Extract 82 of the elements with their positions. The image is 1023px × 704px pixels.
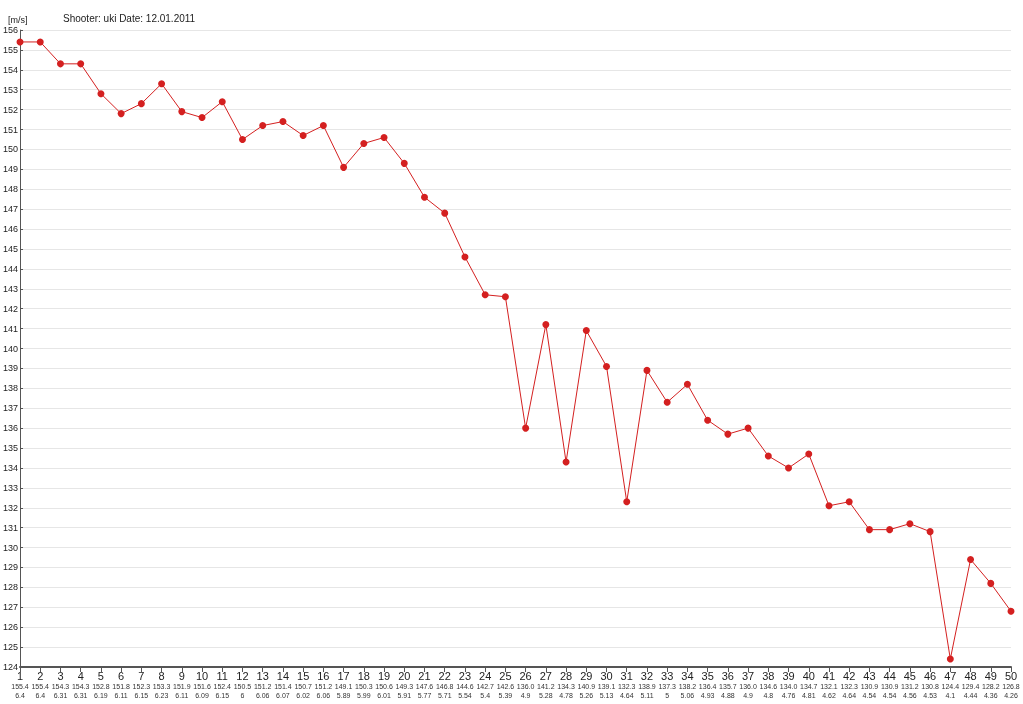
point [178,108,186,116]
y-tick-label: 138 [2,383,19,394]
point [967,556,975,563]
point [1007,607,1015,615]
point [865,526,873,534]
y-tick-label: 130 [2,542,19,553]
point [198,114,206,122]
point [886,526,894,534]
y-tick-label: 149 [2,164,19,175]
point [158,80,166,88]
point [279,118,287,126]
point [987,579,995,587]
point [461,253,469,261]
point [522,424,530,432]
y-tick-label: 141 [2,323,19,334]
y-tick-label: 151 [2,124,19,135]
y-tick-label: 150 [2,144,19,155]
y-tick-label: 125 [2,642,19,653]
point [340,163,348,171]
point [845,498,853,506]
y-tick-label: 146 [2,224,19,235]
point [56,60,64,68]
y-tick-label: 140 [2,343,19,354]
y-tick-label: 145 [2,243,19,254]
point [97,90,105,98]
point [946,655,954,663]
y-tick-label: 139 [2,363,19,374]
point [441,209,449,217]
point [380,134,388,141]
y-tick-label: 127 [2,602,19,613]
chart-title: Shooter: uki Date: 12.01.2011 [63,12,196,24]
y-tick-label: 136 [2,423,19,434]
point [603,362,611,370]
point [319,122,327,130]
y-tick-label: 156 [2,25,19,35]
point [501,293,509,301]
y-axis-title: [m/s] [8,14,28,25]
point [299,132,307,139]
y-tick-label: 148 [2,184,19,195]
point [421,193,428,201]
point [360,139,368,147]
point [825,502,833,510]
point [623,498,631,506]
y-tick-label: 124 [2,662,19,672]
y-tick-label: 135 [2,443,19,454]
y-tick-label: 134 [2,462,19,473]
y-tick-label: 144 [2,263,19,274]
y-tick-label: 147 [2,204,19,215]
point [724,430,732,438]
point [36,38,44,46]
point [926,528,934,536]
point [764,452,772,460]
y-tick-label: 137 [2,403,19,414]
point [77,60,85,68]
point [137,100,145,108]
point [785,464,793,472]
point [542,321,550,329]
y-tick-label: 153 [2,84,19,95]
y-tick-label: 152 [2,104,19,115]
y-tick-label: 143 [2,283,19,294]
y-tick-label: 154 [2,64,19,75]
point [663,398,671,406]
point [805,450,813,458]
y-tick-label: 126 [2,622,19,633]
y-tick-label: 131 [2,522,19,533]
y-tick-label: 155 [2,44,19,55]
point [683,380,691,388]
point [259,122,267,130]
y-tick-label: 129 [2,562,19,573]
y-tick-label: 133 [2,482,19,493]
point [400,159,408,167]
y-tick-label: 128 [2,582,19,593]
point [906,520,914,528]
y-tick-label: 132 [2,502,19,513]
y-tick-label: 142 [2,303,19,314]
point [643,366,651,374]
point [218,98,226,106]
point [704,416,712,424]
point [238,135,246,143]
point [582,327,590,335]
point [117,110,125,118]
point [481,291,489,299]
